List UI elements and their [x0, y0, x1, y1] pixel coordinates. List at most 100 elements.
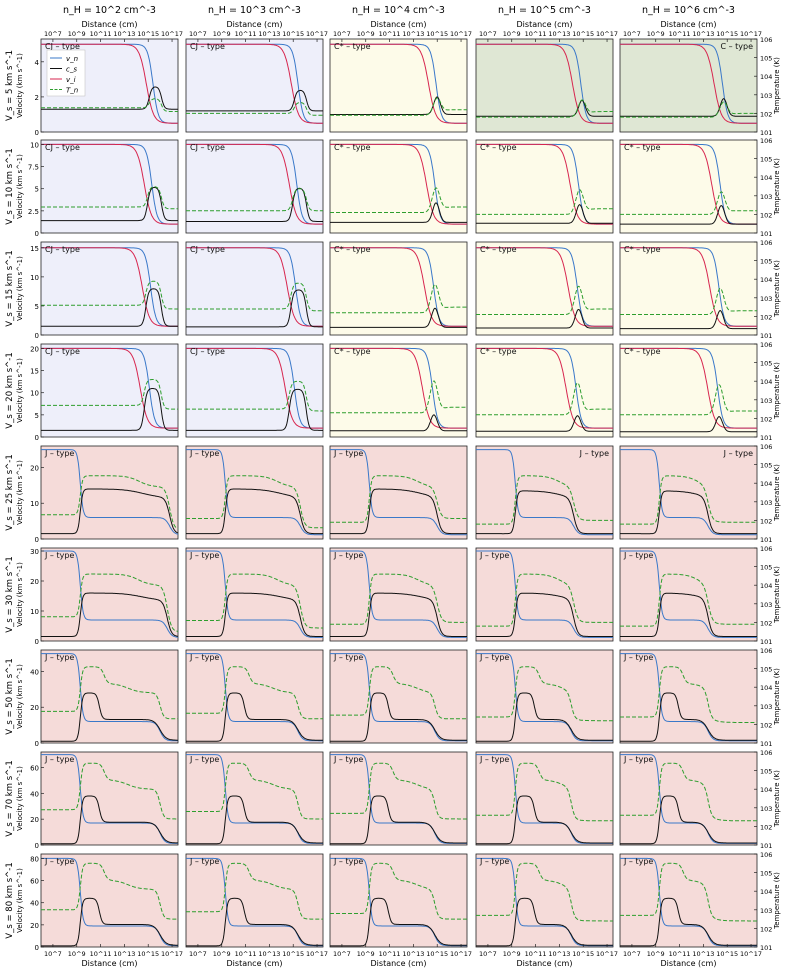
- shock-type-label: C* – type: [334, 42, 371, 51]
- panel-5-kms-col-2: CJ – type 10^7 10^9 10^11 10^13 10^15 10^17 Dis…: [185, 20, 328, 133]
- series-cs-line: [620, 490, 757, 535]
- shock-type-label: C – type: [720, 42, 753, 51]
- panel-10-kms-col-4: C* – type: [475, 139, 614, 234]
- y-tick-label: 7.5: [28, 164, 39, 172]
- y-tick-label: 0: [35, 129, 39, 137]
- shock-type-label: J – type: [623, 857, 653, 866]
- y-axis-label-right: Temperature (K): [773, 57, 781, 115]
- series-Tn-line: [330, 666, 467, 720]
- panel-background: [185, 751, 324, 846]
- panel-background: [475, 139, 614, 234]
- temperature-tick-label: 102: [760, 517, 772, 525]
- panel-background: [185, 445, 324, 540]
- panel-background: [475, 343, 614, 438]
- shock-type-label: J – type: [333, 653, 363, 662]
- x-tick-label-top: 10^11: [235, 30, 257, 38]
- series-cs-line: [330, 692, 467, 742]
- panel-15-kms-col-1: CJ – type 0 5 10 15: [30, 241, 179, 340]
- series-cs-line: [330, 795, 467, 845]
- right-label-group: Temperature (K): [773, 566, 781, 624]
- column-density-header: n_H = 10^6 cm^-3: [642, 5, 735, 16]
- row-speed-label: V_s = 50 km s^-1: [5, 658, 15, 734]
- panel-70-kms-col-1: J – type 0 20 40 60: [30, 751, 179, 850]
- panel-background: [619, 649, 758, 744]
- x-tick-label-bottom: 10^15: [572, 950, 594, 958]
- series-Tn-line: [186, 862, 323, 920]
- shock-type-label: J – type: [333, 857, 363, 866]
- right-label-group: Temperature (K): [773, 668, 781, 726]
- panel-background: [329, 445, 468, 540]
- row-speed-label: V_s = 25 km s^-1: [5, 454, 15, 530]
- series-Tn-line: [620, 384, 757, 416]
- x-tick-label-top: 10^13: [113, 30, 135, 38]
- x-tick-label-bottom: 10^7: [623, 950, 641, 958]
- legend: v_n c_s v_i T_n: [46, 49, 86, 97]
- series-vi-line: [620, 43, 757, 124]
- row-label-group: V_s = 70 km s^-1 Velocity (km s^-1): [5, 760, 24, 836]
- row-label-group: V_s = 30 km s^-1 Velocity (km s^-1): [5, 556, 24, 632]
- shock-type-label: J – type: [479, 755, 509, 764]
- series-vi-line: [41, 347, 178, 429]
- y-tick-label: 10: [30, 500, 39, 508]
- series-Tn-line: [330, 573, 467, 625]
- x-tick-label-bottom: 10^7: [333, 950, 351, 958]
- x-tick-label-top: 10^15: [572, 30, 594, 38]
- temperature-tick-label: 101: [760, 230, 772, 238]
- temperature-tick-label: 103: [760, 295, 772, 303]
- temperature-tick-label: 104: [760, 73, 772, 81]
- series-vn-line: [330, 754, 467, 844]
- series-Tn-line: [620, 191, 757, 215]
- series-Tn-line: [476, 382, 613, 416]
- panel-background: [475, 445, 614, 540]
- panel-background: [185, 241, 324, 336]
- panel-background: [40, 445, 179, 540]
- x-tick-label-top: 10^9: [503, 30, 521, 38]
- y-tick-label: 5: [35, 412, 39, 420]
- y-tick-label: 2.5: [28, 208, 39, 216]
- x-tick-label-bottom: 10^11: [90, 950, 112, 958]
- y-tick-label: 0: [35, 842, 39, 850]
- x-tick-label-top: 10^7: [189, 30, 207, 38]
- y-tick-label: 10: [30, 390, 39, 398]
- right-label-group: Temperature (K): [773, 770, 781, 828]
- panel-background: [475, 649, 614, 744]
- panel-background: [475, 853, 614, 948]
- panel-30-kms-col-1: J – type 0 10 20 30: [30, 547, 179, 646]
- y-tick-label: 20: [30, 922, 39, 930]
- shock-type-label: J – type: [723, 449, 753, 458]
- x-tick-label-top: 10^9: [213, 30, 231, 38]
- series-vi-line: [186, 347, 323, 429]
- series-cs-line: [620, 98, 757, 117]
- shock-type-label: C* – type: [480, 245, 517, 254]
- x-tick-label-bottom: 10^7: [189, 950, 207, 958]
- series-cs-line: [476, 490, 613, 535]
- y-axis-label-right: Temperature (K): [773, 158, 781, 216]
- row-speed-label: V_s = 15 km s^-1: [5, 250, 15, 326]
- temperature-tick-label: 106: [760, 647, 772, 655]
- x-tick-label-bottom: 10^17: [740, 950, 762, 958]
- y-axis-label-right: Temperature (K): [773, 668, 781, 726]
- series-Tn-line: [41, 280, 178, 310]
- x-axis-label-top: Distance (cm): [661, 20, 717, 29]
- y-tick-label: 10: [30, 141, 39, 149]
- x-tick-label-bottom: 10^15: [716, 950, 738, 958]
- series-vn-line: [330, 449, 467, 536]
- x-tick-label-top: 10^13: [548, 30, 570, 38]
- y-axis-label-left: Velocity (km s^-1): [16, 358, 24, 423]
- y-tick-label: 15: [30, 368, 39, 376]
- series-cs-line: [620, 795, 757, 845]
- y-tick-label: 5: [35, 303, 39, 311]
- panel-background: [185, 38, 324, 133]
- shock-type-label: CJ – type: [190, 143, 225, 152]
- panel-25-kms-col-4: J – type: [475, 445, 614, 540]
- panel-30-kms-col-2: J – type: [185, 547, 324, 642]
- series-Tn-line: [620, 287, 757, 315]
- series-vn-line: [41, 550, 178, 638]
- x-tick-label-bottom: 10^17: [450, 950, 472, 958]
- shock-type-label: J – type: [333, 551, 363, 560]
- panel-background: [40, 241, 179, 336]
- x-tick-label-bottom: 10^13: [402, 950, 424, 958]
- series-cs-line: [476, 204, 613, 224]
- y-tick-label: 10: [30, 274, 39, 282]
- shock-type-label: J – type: [189, 857, 219, 866]
